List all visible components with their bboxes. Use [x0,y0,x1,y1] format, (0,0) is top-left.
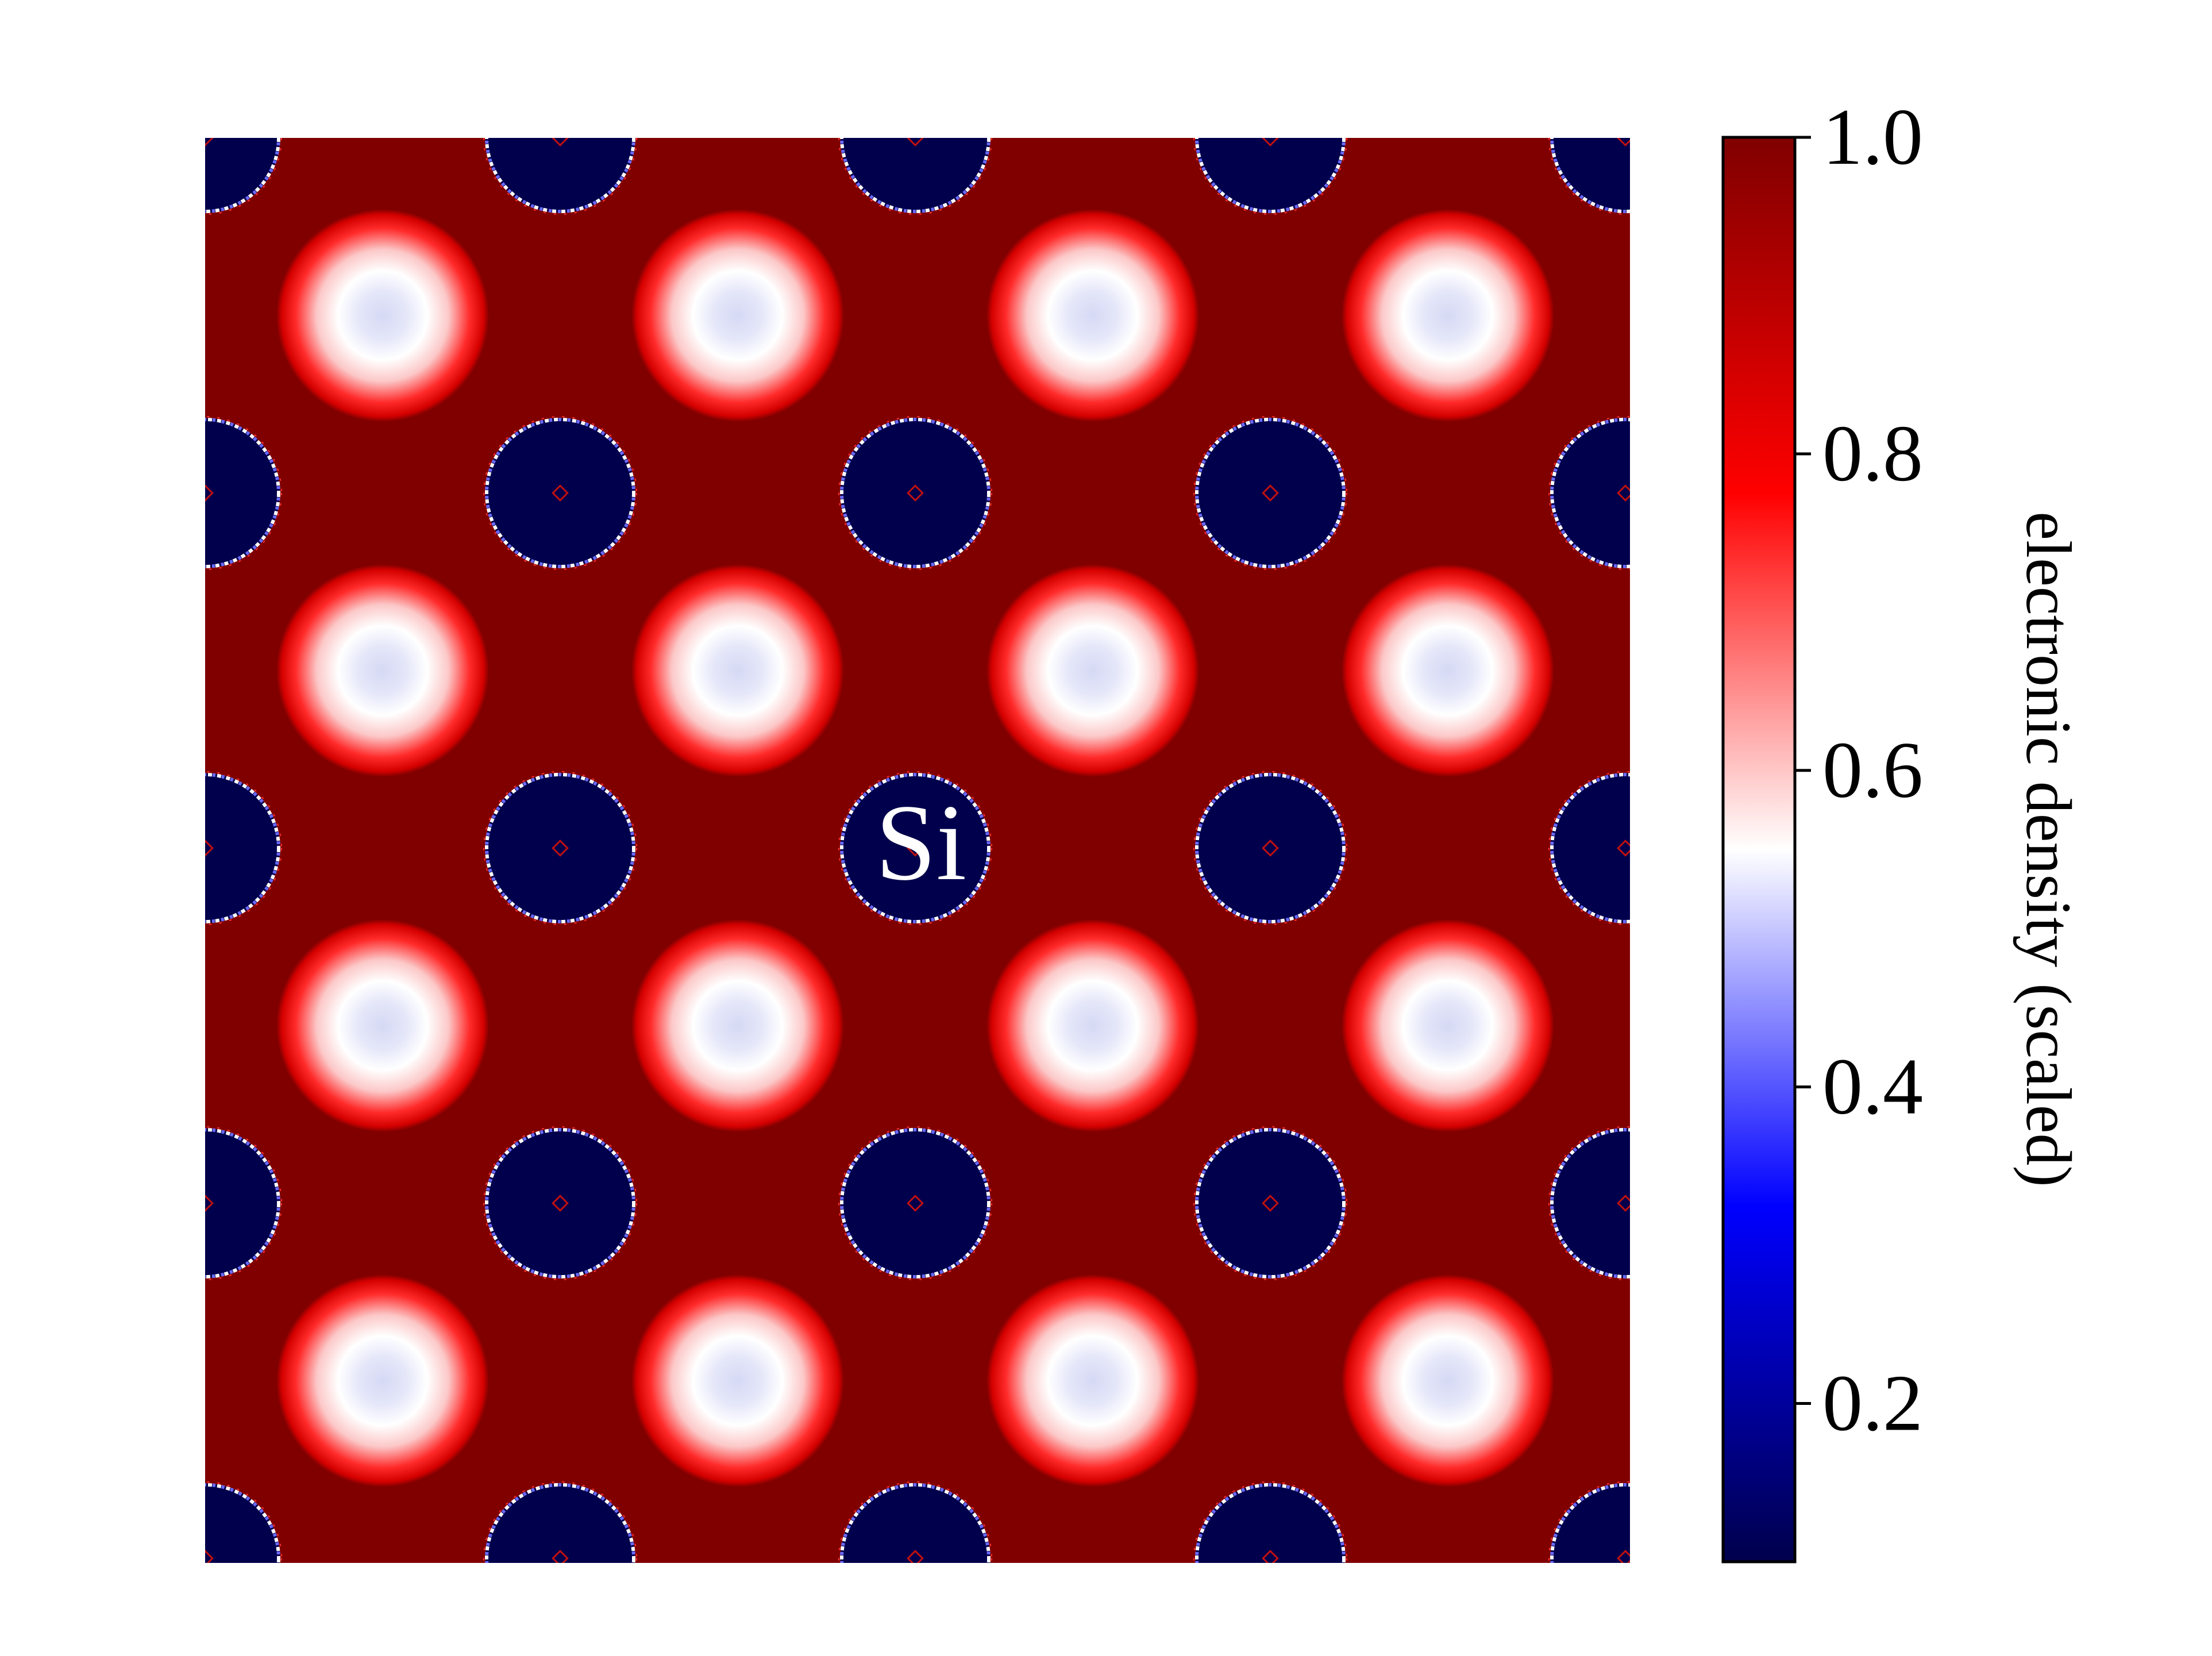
interstitial-peak [1333,1266,1563,1496]
atom-core [205,1481,282,1563]
atom-core [1548,138,1630,215]
atom-core [838,1481,992,1563]
atom-core [205,138,282,215]
interstitial-peak [1333,201,1563,430]
colorbar-tick-label: 1.0 [1822,93,1923,182]
interstitial-peak [268,201,498,430]
interstitial-peak [623,201,853,430]
atom-core [1548,416,1630,570]
interstitial-peak [623,911,853,1141]
atom-core [1548,771,1630,925]
colorbar-tick-label: 0.6 [1822,726,1923,815]
atom-core [1193,1481,1347,1563]
colorbar-tick-label: 0.8 [1822,409,1923,498]
colorbar: 0.2 0.4 0.6 0.8 1.0 electronic density (scal… [1721,93,2084,1563]
atom-core [1193,138,1347,215]
atom-core [838,771,992,925]
interstitial-peak [978,911,1208,1141]
colorbar-label: electronic density (scaled) [2013,511,2084,1187]
colorbar-ticks: 0.2 0.4 0.6 0.8 1.0 [1795,93,1923,1448]
atom-core [838,138,992,215]
interstitial-density-peaks [268,201,1563,1496]
interstitial-peak [978,1266,1208,1496]
atom-core [1193,416,1347,570]
atom-core [483,138,637,215]
atom-core [205,771,282,925]
interstitial-peak [623,1266,853,1496]
interstitial-peak [268,1266,498,1496]
atom-annotation-label: Si [876,783,966,903]
atom-core [1193,1126,1347,1280]
atom-core [1548,1126,1630,1280]
atom-core [838,1126,992,1280]
interstitial-peak [978,201,1208,430]
interstitial-peak [1333,556,1563,785]
density-heatmap [205,138,1630,1563]
atom-core [483,1126,637,1280]
interstitial-peak [978,556,1208,785]
atom-core [483,771,637,925]
atom-core [483,416,637,570]
interstitial-peak [268,556,498,785]
colorbar-gradient [1721,136,1797,1563]
atom-core [838,416,992,570]
atom-core [205,1126,282,1280]
atom-core [205,416,282,570]
atom-core [1193,771,1347,925]
silicon-atom-cores [205,138,1630,1563]
colorbar-tick-label: 0.2 [1822,1359,1923,1448]
interstitial-peak [1333,911,1563,1141]
atom-core [483,1481,637,1563]
atom-core [1548,1481,1630,1563]
interstitial-peak [623,556,853,785]
interstitial-peak [268,911,498,1141]
colorbar-tick-label: 0.4 [1822,1042,1923,1131]
